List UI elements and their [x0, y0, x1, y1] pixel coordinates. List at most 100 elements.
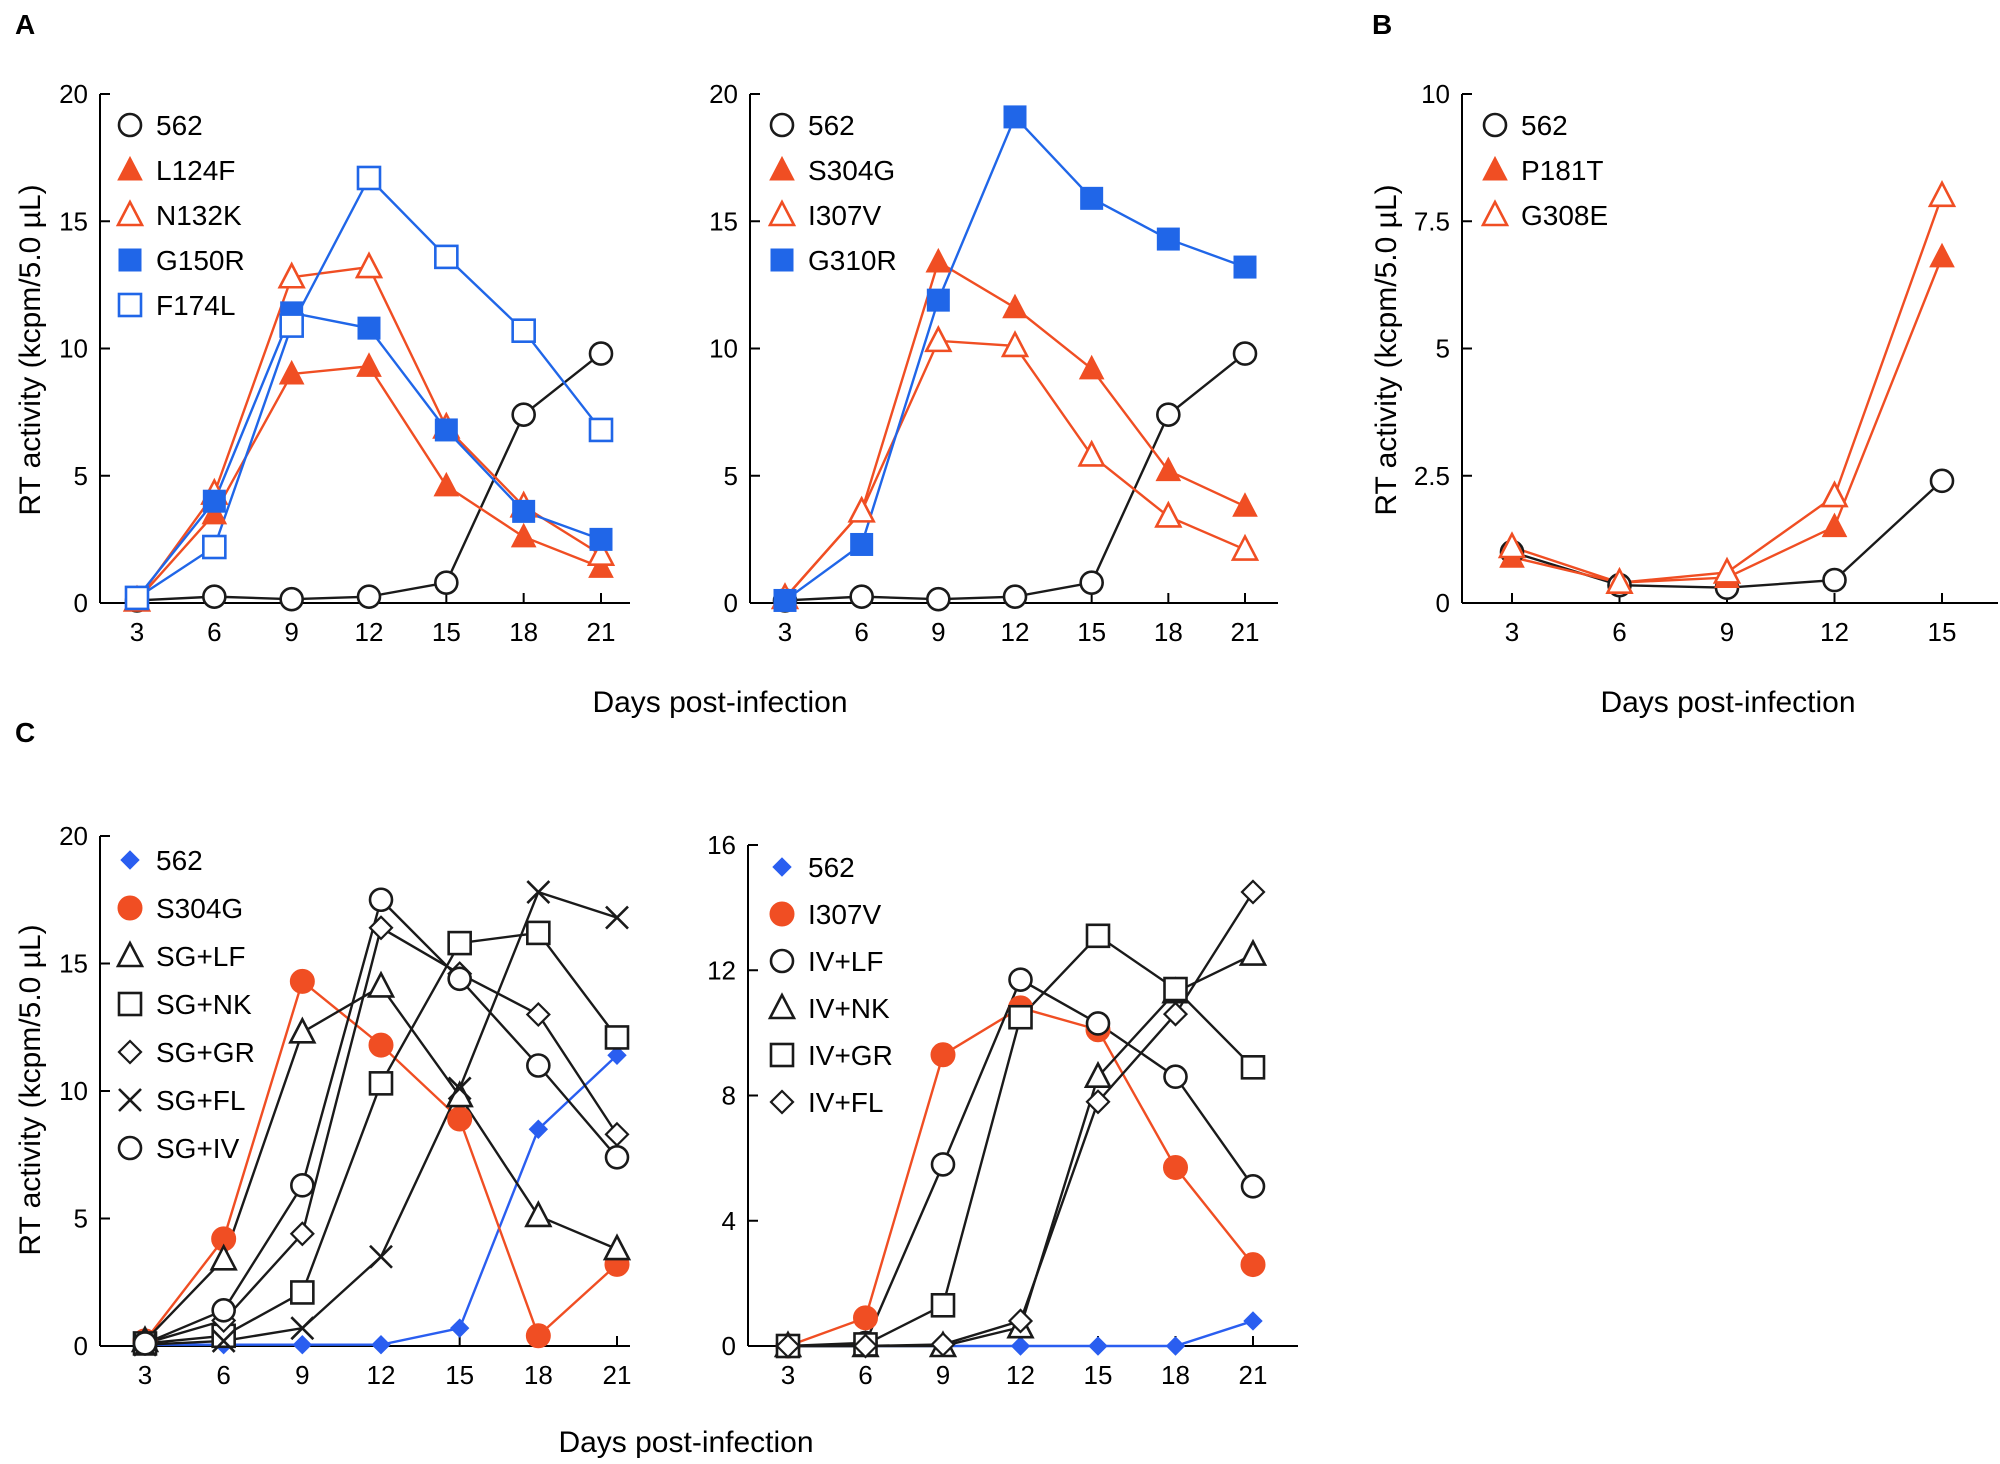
data-point: [589, 527, 613, 551]
y-tick-label: 10: [1421, 79, 1450, 109]
y-tick-label: 15: [709, 206, 738, 236]
legend-item: 562: [772, 852, 855, 883]
legend-label: 562: [1521, 110, 1568, 141]
x-axis-label: Days post-infection: [558, 1426, 813, 1459]
x-tick-label: 6: [216, 1360, 230, 1390]
data-point: [1929, 242, 1955, 268]
data-point: [850, 532, 874, 556]
data-point: [1240, 879, 1266, 905]
legend-label: 562: [808, 110, 855, 141]
data-point: [1085, 1011, 1111, 1036]
data-point: [852, 1333, 879, 1359]
data-point: [588, 341, 614, 366]
legend-label: 562: [156, 845, 203, 876]
y-tick-label: 10: [59, 1076, 88, 1106]
data-point: [604, 1145, 630, 1170]
data-point: [1497, 531, 1527, 559]
data-point: [289, 968, 315, 994]
y-axis-label: RT activity (kcpm/5.0 µL): [14, 184, 47, 515]
data-point: [602, 1233, 632, 1261]
data-point: [433, 471, 460, 497]
legend-marker: [770, 248, 794, 272]
x-tick-label: 6: [1612, 617, 1626, 647]
legend-label: SG+GR: [156, 1037, 255, 1068]
x-tick-label: 3: [130, 617, 144, 647]
data-point: [524, 1200, 553, 1228]
x-tick-label: 3: [138, 1360, 152, 1390]
legend-label: IV+FL: [808, 1087, 883, 1118]
data-point: [930, 1042, 956, 1068]
data-point: [356, 165, 382, 191]
panel-letter: C: [15, 717, 35, 748]
legend-marker: [1480, 199, 1510, 227]
chart-panel-a1: 0 5 10 15 20 3 6 9 12 15 18 21 A RT activity (kcpm/5.…: [14, 9, 630, 647]
legend-label: G308E: [1521, 200, 1608, 231]
legend-item: G308E: [1480, 199, 1608, 231]
x-tick-label: 21: [603, 1360, 632, 1390]
x-tick-label: 15: [1077, 617, 1106, 647]
data-point: [604, 1025, 630, 1050]
data-point: [1927, 179, 1957, 208]
series-line-p181t: [1511, 256, 1944, 584]
legend-marker: [767, 199, 797, 227]
data-point: [526, 1053, 551, 1078]
legend-label: F174L: [156, 290, 235, 321]
data-point: [1163, 1155, 1188, 1181]
y-tick-label: 15: [59, 206, 88, 236]
legend-label: I307V: [808, 200, 881, 231]
data-point: [1233, 255, 1257, 279]
data-point: [925, 247, 952, 273]
legend-item: I307V: [767, 199, 881, 231]
data-point: [447, 1106, 473, 1132]
y-axis-label: RT activity (kcpm/5.0 µL): [14, 924, 47, 1255]
y-tick-label: 5: [1436, 334, 1450, 364]
y-tick-label: 16: [707, 830, 736, 860]
legend-item: S304G: [769, 155, 895, 186]
data-point: [211, 1328, 236, 1353]
data-point: [279, 313, 304, 338]
panel-letter: B: [1372, 9, 1392, 40]
data-point: [510, 522, 537, 548]
x-tick-label: 6: [207, 617, 221, 647]
data-point: [124, 585, 150, 611]
data-point: [202, 584, 227, 609]
data-point: [434, 418, 458, 442]
x-tick-label: 21: [1239, 1360, 1268, 1390]
data-point: [211, 1298, 236, 1323]
data-point: [290, 1316, 315, 1341]
x-tick-label: 6: [854, 617, 868, 647]
data-point: [605, 905, 629, 930]
data-point: [1162, 1001, 1189, 1027]
chart-panel-c1: 0 5 10 15 20 3 6 9 12 15 18 21 C RT activity (kcpm/5.…: [14, 717, 631, 1390]
y-tick-label: 20: [59, 79, 88, 109]
legend-marker: [1482, 112, 1508, 138]
data-point: [1078, 354, 1105, 380]
legend-label: P181T: [1521, 155, 1604, 186]
data-point: [371, 1335, 391, 1355]
data-point: [445, 1080, 474, 1108]
legend-marker: [1482, 155, 1508, 181]
x-tick-label: 9: [295, 1360, 309, 1390]
legend-label: SG+IV: [156, 1133, 240, 1164]
legend-item: SG+LF: [115, 940, 245, 972]
data-point: [1820, 480, 1849, 508]
legend-item: S304G: [117, 893, 243, 924]
legend-label: SG+FL: [156, 1085, 245, 1116]
legend-item: 562: [1482, 110, 1568, 141]
x-tick-label: 15: [1928, 617, 1957, 647]
data-point: [847, 495, 876, 523]
data-point: [526, 920, 551, 946]
legend-marker: [115, 199, 145, 227]
y-tick-label: 20: [59, 821, 88, 851]
legend-label: 562: [808, 852, 855, 883]
data-point: [1929, 468, 1955, 494]
legend-marker: [769, 155, 795, 181]
data-point: [356, 584, 382, 609]
data-point: [525, 1323, 551, 1349]
legend-label: G150R: [156, 245, 245, 276]
data-point: [1003, 105, 1027, 129]
data-point: [209, 1243, 238, 1271]
data-point: [1154, 500, 1183, 528]
data-point: [366, 970, 396, 998]
